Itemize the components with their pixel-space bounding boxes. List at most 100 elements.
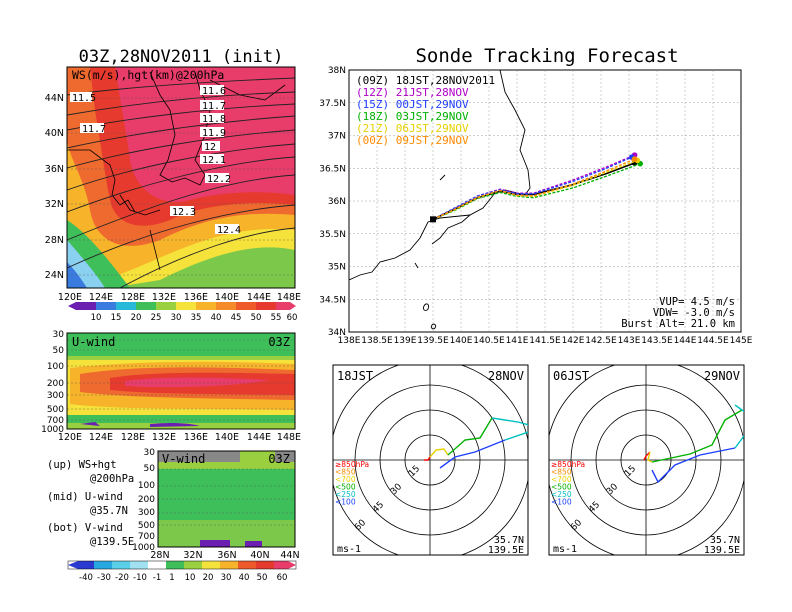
vwind-cbar-tick: 60: [277, 573, 288, 583]
track-lat-tick: 34N: [328, 328, 346, 338]
hodo-level-label: <850: [335, 468, 356, 477]
note-line: (up) WS+hgt: [47, 459, 117, 471]
vwind-cbar-tick: -10: [133, 573, 147, 583]
track-lon-tick: 140E: [450, 336, 473, 346]
vwind-colorbar: [67, 560, 297, 570]
track-lon-tick: 140.5E: [473, 336, 505, 346]
contour-label: 11.5: [72, 93, 96, 104]
note-line: @139.5E: [90, 536, 134, 548]
vwind-cbar-tick: 40: [239, 573, 250, 583]
ws-cbar-tick: 20: [131, 313, 142, 323]
hodo-level-label: ≥850hPa: [551, 460, 585, 469]
hodo-level-label: <850: [551, 468, 572, 477]
map-lon-label: 128E: [121, 292, 145, 303]
contour-label: 12.4: [217, 225, 241, 236]
uwind-x-tick: 144E: [247, 432, 271, 443]
ws-cbar-tick: 55: [271, 313, 282, 323]
hodo1-date: 28NOV: [488, 369, 524, 383]
uwind-x-tick: 136E: [184, 432, 208, 443]
uwind-panel: U-wind 03Z: [66, 332, 296, 430]
ws-cbar-tick: 50: [251, 313, 262, 323]
track-panel: [348, 69, 742, 333]
map-lat-label: 24N: [45, 270, 64, 281]
track-legend-entry: (21Z) 06JST,29NOV: [356, 122, 469, 135]
hodograph-1: 18JST 28NOV 15 30 45 60 ms-1 35.7N 139.5…: [332, 364, 529, 556]
map-lon-label: 140E: [215, 292, 239, 303]
hodo1-unit: ms-1: [337, 544, 361, 555]
vwind-time: 03Z: [268, 452, 290, 466]
track-lon-tick: 139.5E: [417, 336, 449, 346]
contour-label: 11.7: [202, 101, 226, 112]
vwind-y-tick: 300: [138, 508, 155, 518]
map-lat-label: 36N: [45, 164, 64, 175]
hodo-level-label: <250: [551, 490, 572, 499]
uwind-x-tick: 124E: [89, 432, 113, 443]
contour-label: 12.3: [172, 207, 196, 218]
track-lon-tick: 144.5E: [697, 336, 729, 346]
contour-label: 11.7: [82, 124, 106, 135]
left-title: 03Z,28NOV2011 (init): [79, 47, 284, 67]
uwind-x-tick: 140E: [215, 432, 239, 443]
note-line: @200hPa: [90, 473, 134, 485]
track-lon-tick: 144E: [674, 336, 697, 346]
uwind-y-tick: 100: [47, 362, 64, 372]
note-line: @35.7N: [90, 505, 128, 517]
ws-cbar-tick: 25: [151, 313, 162, 323]
vwind-cbar-tick: -20: [115, 573, 129, 583]
hodo-level-label: <100: [551, 498, 572, 507]
hodo2-date: 29NOV: [704, 369, 740, 383]
vwind-y-tick: 1000: [132, 543, 155, 553]
track-lat-tick: 35.5N: [319, 230, 346, 240]
vwind-x-tick: 32N: [183, 550, 202, 561]
track-lon-tick: 143E: [618, 336, 641, 346]
vwind-y-tick: 100: [138, 481, 155, 491]
track-lon-tick: 141E: [506, 336, 529, 346]
vwind-cbar-tick: 10: [185, 573, 196, 583]
vwind-cbar-tick: 1: [169, 573, 174, 583]
track-end-point: [631, 156, 638, 162]
map-lon-label: 120E: [58, 292, 82, 303]
ws-cbar-tick: 10: [91, 313, 102, 323]
contour-label: 11.9: [202, 128, 226, 139]
track-lat-tick: 37.5N: [319, 99, 346, 109]
uwind-x-tick: 132E: [152, 432, 176, 443]
contour-label: 12.1: [202, 155, 226, 166]
launch-site-marker: [430, 216, 436, 223]
map-lat-label: 28N: [45, 235, 64, 246]
vwind-x-tick: 36N: [217, 550, 236, 561]
map-lon-label: 144E: [247, 292, 271, 303]
contour-label: 11.6: [202, 86, 226, 97]
hodo-level-label: <100: [335, 498, 356, 507]
track-series-line: [432, 156, 633, 220]
ws-cbar-tick: 15: [111, 313, 122, 323]
note-line: (bot) V-wind: [47, 522, 123, 534]
map-lat-label: 44N: [45, 93, 64, 104]
uwind-x-tick: 148E: [277, 432, 301, 443]
vwind-y-tick: 500: [138, 521, 155, 531]
vwind-cbar-tick: -30: [97, 573, 111, 583]
hodo-level-label: <700: [551, 475, 572, 484]
vwind-x-tick: 44N: [280, 550, 299, 561]
ws-cbar-tick: 35: [191, 313, 202, 323]
ws-cbar-tick: 40: [211, 313, 222, 323]
hodo2-unit: ms-1: [553, 544, 577, 555]
vwind-cbar-tick: -40: [79, 573, 93, 583]
track-lon-tick: 141.5E: [529, 336, 561, 346]
vwind-cbar-tick: 30: [221, 573, 232, 583]
uwind-x-tick: 128E: [121, 432, 145, 443]
vwind-x-tick: 28N: [150, 550, 169, 561]
vwind-label: V-wind: [162, 452, 205, 466]
hodo-level-label: <700: [335, 475, 356, 484]
track-lat-tick: 35N: [328, 263, 346, 273]
track-lat-tick: 38N: [328, 66, 346, 76]
vwind-y-tick: 50: [144, 464, 156, 474]
track-legend-entry: (15Z) 00JST,29NOV: [356, 98, 469, 111]
uwind-y-tick: 30: [53, 330, 65, 340]
track-info: VUP= 4.5 m/s: [659, 296, 735, 308]
contour-label: 12.2: [207, 174, 231, 185]
track-legend-entry: (09Z) 18JST,28NOV2011: [356, 74, 495, 87]
track-lat-tick: 34.5N: [319, 295, 346, 305]
uwind-y-tick: 300: [47, 391, 64, 401]
hodo-level-label: <250: [335, 490, 356, 499]
